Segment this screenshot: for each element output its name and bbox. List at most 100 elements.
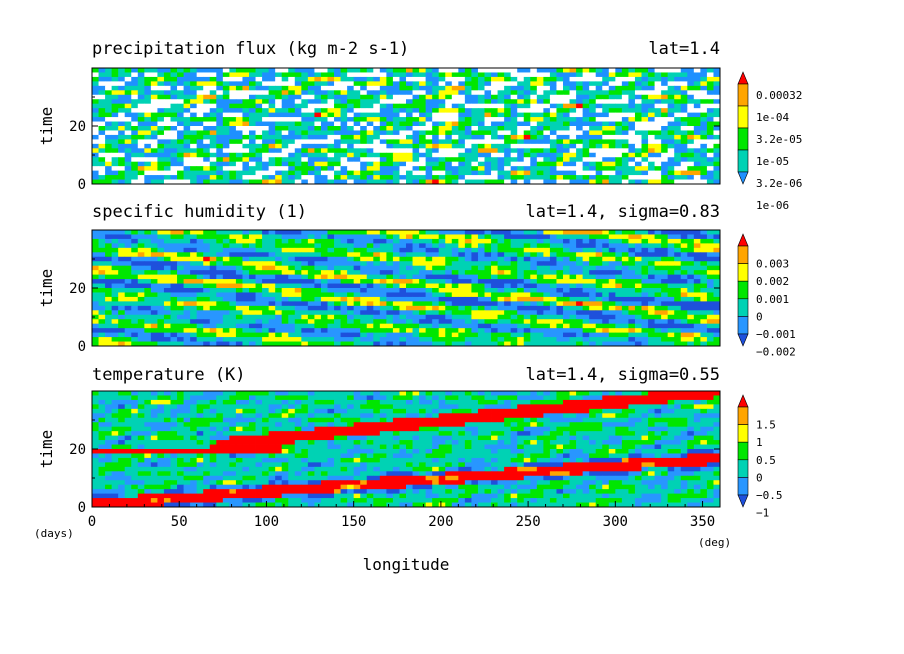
heatmap-cell <box>124 139 132 145</box>
heatmap-cell <box>615 252 623 258</box>
heatmap-cell <box>124 166 132 172</box>
heatmap-cell <box>563 332 570 338</box>
heatmap-cell <box>183 296 191 302</box>
heatmap-cell <box>517 166 525 172</box>
heatmap-cell <box>641 337 649 342</box>
heatmap-cell <box>157 143 165 149</box>
heatmap-cell <box>229 328 237 334</box>
heatmap-cell <box>334 81 341 87</box>
heatmap-cell <box>249 256 256 262</box>
heatmap-cell <box>229 323 237 329</box>
heatmap-cell <box>196 230 204 235</box>
heatmap-cell <box>386 279 394 284</box>
heatmap-cell <box>458 157 466 163</box>
heatmap-cell <box>105 161 113 167</box>
heatmap-cell <box>314 139 322 145</box>
panel-1-y-ticks: 020 <box>69 67 720 193</box>
heatmap-cell <box>654 337 662 342</box>
heatmap-cell <box>379 143 387 149</box>
heatmap-cell <box>131 170 139 176</box>
heatmap-cell <box>451 166 459 172</box>
heatmap-cell <box>347 328 355 334</box>
heatmap-cell <box>196 68 204 73</box>
heatmap-cell <box>105 301 113 307</box>
heatmap-cell <box>347 305 355 311</box>
heatmap-cell <box>549 152 557 158</box>
heatmap-cell <box>262 143 270 149</box>
heatmap-cell <box>366 126 374 131</box>
heatmap-cell <box>412 247 420 253</box>
heatmap-cell <box>229 179 237 185</box>
heatmap-cell <box>563 265 570 271</box>
heatmap-cell <box>301 265 309 271</box>
heatmap-cell <box>118 301 126 307</box>
heatmap-cell <box>615 270 623 276</box>
heatmap-cell <box>275 261 283 267</box>
heatmap-cell <box>419 103 427 109</box>
heatmap-cell <box>432 130 440 136</box>
heatmap-cell <box>706 270 714 276</box>
heatmap-cell <box>693 310 701 316</box>
heatmap-cell <box>563 99 570 105</box>
heatmap-cell <box>569 252 577 258</box>
heatmap-cell <box>425 130 433 136</box>
heatmap-cell <box>464 314 472 320</box>
heatmap-cell <box>249 134 256 140</box>
heatmap-cell <box>347 170 355 176</box>
heatmap-cell <box>661 270 669 276</box>
heatmap-cell <box>229 152 237 158</box>
heatmap-cell <box>595 261 603 267</box>
heatmap-cell <box>425 230 433 235</box>
heatmap-cell <box>438 230 446 235</box>
heatmap-cell <box>157 341 165 347</box>
heatmap-cell <box>491 252 498 258</box>
heatmap-cell <box>412 143 420 149</box>
heatmap-cell <box>556 270 564 276</box>
heatmap-cell <box>700 234 708 240</box>
heatmap-cell <box>569 234 577 240</box>
heatmap-cell <box>445 247 453 253</box>
heatmap-cell <box>477 296 485 302</box>
heatmap-cell <box>438 301 446 307</box>
heatmap-cell <box>314 265 322 271</box>
heatmap-cell <box>353 328 361 334</box>
heatmap-cell <box>667 99 675 105</box>
heatmap-cell <box>464 265 472 271</box>
heatmap-cell <box>713 126 721 131</box>
heatmap-cell <box>360 337 368 342</box>
heatmap-cell <box>379 94 387 100</box>
heatmap-cell <box>235 319 243 325</box>
heatmap-cell <box>419 261 427 267</box>
heatmap-cell <box>320 230 328 235</box>
heatmap-cell <box>314 332 322 338</box>
heatmap-cell <box>425 332 433 338</box>
heatmap-cell <box>360 234 368 240</box>
heatmap-cell <box>523 279 531 284</box>
heatmap-cell <box>406 274 413 280</box>
heatmap-cell <box>628 126 636 131</box>
heatmap-cell <box>379 161 387 167</box>
heatmap-cell <box>654 256 662 262</box>
heatmap-cell <box>203 230 211 235</box>
heatmap-cell <box>634 256 642 262</box>
heatmap-cell <box>209 238 217 244</box>
heatmap-cell <box>406 134 413 140</box>
heatmap-cell <box>399 170 407 176</box>
heatmap-cell <box>249 238 256 244</box>
heatmap-cell <box>667 166 675 172</box>
heatmap-cell <box>713 230 721 235</box>
heatmap-cell <box>334 121 341 127</box>
heatmap-cell <box>150 319 158 325</box>
heatmap-cell <box>190 270 198 276</box>
heatmap-cell <box>464 72 472 78</box>
heatmap-cell <box>674 247 682 253</box>
heatmap-cell <box>543 108 551 114</box>
heatmap-cell <box>150 270 158 276</box>
heatmap-cell <box>464 274 472 280</box>
heatmap-cell <box>366 76 374 82</box>
heatmap-cell <box>687 152 695 158</box>
heatmap-cell <box>340 94 348 100</box>
heatmap-cell <box>150 265 158 271</box>
heatmap-cell <box>163 323 171 329</box>
heatmap-cell <box>491 314 498 320</box>
